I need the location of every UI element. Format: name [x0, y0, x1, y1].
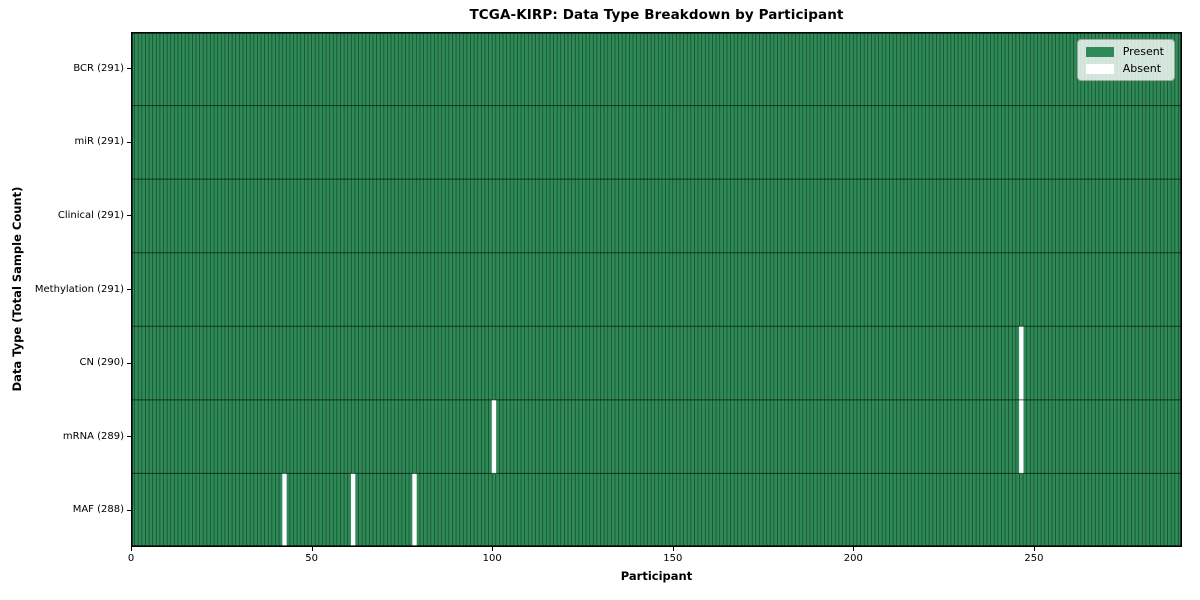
present-cells-background — [131, 32, 1182, 547]
plot-area: Present Absent — [131, 32, 1182, 547]
legend-label-present: Present — [1122, 45, 1164, 58]
cell-edge-lines — [134, 32, 1179, 547]
ytick-label-miR: miR (291) — [74, 136, 124, 148]
x-axis-label: Participant — [620, 569, 693, 583]
xtick-label-50: 50 — [305, 553, 318, 564]
absent-cell-CN-246 — [1019, 326, 1024, 400]
xtick-label-250: 250 — [1024, 553, 1044, 564]
ytick-mark-BCR — [127, 68, 131, 70]
ytick-label-BCR: BCR (291) — [73, 62, 124, 74]
absent-cell-mRNA-100 — [491, 399, 497, 474]
ytick-mark-MAF — [127, 509, 131, 511]
absent-cell-mRNA-246 — [1019, 399, 1024, 474]
ytick-label-CN: CN (290) — [79, 357, 124, 369]
absent-cell-MAF-42 — [282, 473, 287, 547]
ytick-mark-mRNA — [127, 436, 131, 438]
legend-swatch-present-icon — [1085, 46, 1114, 57]
ytick-mark-Methylation — [127, 289, 131, 290]
xtick-mark-150 — [672, 547, 674, 551]
xtick-label-100: 100 — [482, 553, 502, 564]
ytick-label-MAF: MAF (288) — [72, 504, 124, 516]
xtick-label-200: 200 — [843, 553, 863, 564]
ytick-mark-Clinical — [127, 215, 131, 217]
xtick-mark-100 — [492, 547, 494, 551]
ytick-label-mRNA: mRNA (289) — [62, 430, 124, 442]
legend-label-absent: Absent — [1122, 62, 1162, 75]
ytick-mark-CN — [127, 362, 131, 364]
legend: Present Absent — [1076, 39, 1175, 81]
plot-border — [131, 32, 1182, 547]
absent-cell-MAF-78 — [412, 473, 417, 547]
xtick-mark-50 — [311, 547, 313, 551]
xtick-mark-250 — [1033, 547, 1035, 551]
row-separator-lines — [131, 105, 1182, 474]
absent-cell-MAF-61 — [350, 473, 356, 547]
xtick-label-0: 0 — [127, 553, 135, 564]
ytick-mark-miR — [127, 141, 131, 143]
heatmap-canvas — [131, 32, 1182, 547]
ytick-label-Methylation: Methylation (291) — [34, 283, 124, 295]
chart-title: TCGA-KIRP: Data Type Breakdown by Partic… — [469, 7, 844, 23]
xtick-label-150: 150 — [663, 553, 683, 564]
legend-item-present: Present — [1085, 45, 1164, 58]
ytick-label-Clinical: Clinical (291) — [57, 209, 124, 221]
xtick-mark-200 — [853, 547, 855, 551]
legend-item-absent: Absent — [1085, 62, 1164, 75]
legend-swatch-absent-icon — [1085, 63, 1114, 74]
xtick-mark-0 — [131, 547, 132, 551]
